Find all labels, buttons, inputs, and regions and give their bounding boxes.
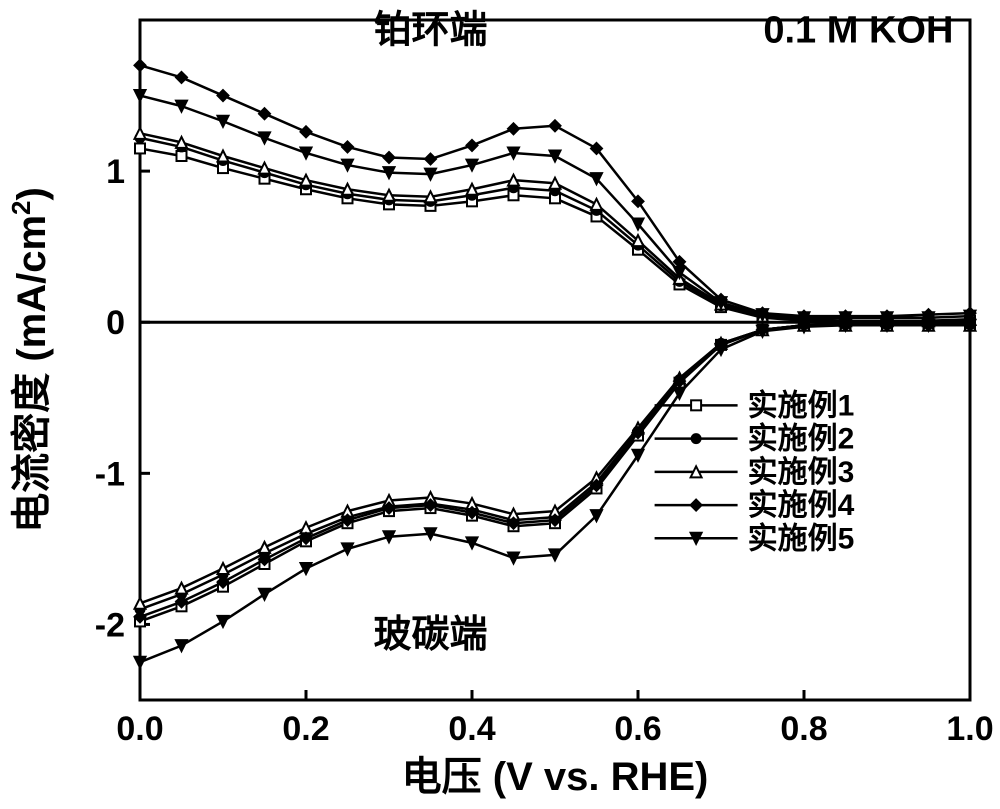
- y-tick-label: 1: [106, 153, 125, 191]
- legend-label: 实施例2: [748, 422, 855, 456]
- condition-label: 0.1 M KOH: [763, 10, 953, 52]
- legend-label: 实施例1: [748, 388, 855, 422]
- marker: [135, 143, 145, 153]
- x-tick-label: 0.8: [780, 710, 827, 748]
- y-tick-label: 0: [106, 304, 125, 342]
- chart-container: 0.0 0.2 0.4 0.6 0.8 1.0 -2 -1 0 1 电压 (V vs. RHE) 电流…: [0, 0, 1000, 809]
- marker: [177, 151, 187, 161]
- marker: [692, 434, 701, 443]
- chart-svg: 0.0 0.2 0.4 0.6 0.8 1.0 -2 -1 0 1 电压 (V vs. RHE) 电流…: [0, 0, 1000, 809]
- x-tick-label: 1.0: [946, 710, 993, 748]
- legend-label: 实施例5: [748, 521, 855, 555]
- bottom-region-label: 玻碳端: [373, 614, 487, 656]
- legend-label: 实施例4: [748, 488, 855, 522]
- y-tick-label: -1: [95, 455, 125, 493]
- y-axis-label: 电流密度 (mA/cm2): [6, 187, 54, 533]
- x-tick-label: 0.4: [448, 710, 495, 748]
- x-axis-label: 电压 (V vs. RHE): [402, 755, 709, 799]
- x-tick-label: 0.6: [614, 710, 661, 748]
- marker: [691, 400, 701, 410]
- top-region-label: 铂环端: [373, 10, 487, 52]
- x-tick-label: 0.0: [116, 710, 163, 748]
- y-tick-label: -2: [95, 606, 125, 644]
- x-tick-label: 0.2: [282, 710, 329, 748]
- legend-label: 实施例3: [748, 455, 855, 489]
